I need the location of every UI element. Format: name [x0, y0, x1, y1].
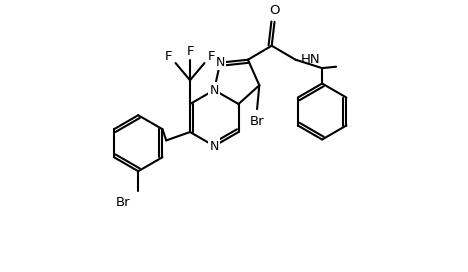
Text: N: N	[210, 140, 219, 153]
Text: Br: Br	[250, 115, 264, 128]
Text: Br: Br	[116, 196, 130, 209]
Text: F: F	[207, 50, 215, 63]
Text: F: F	[165, 50, 173, 63]
Text: N: N	[210, 84, 219, 97]
Text: F: F	[186, 45, 194, 58]
Text: N: N	[215, 56, 225, 69]
Text: HN: HN	[301, 53, 321, 66]
Text: O: O	[269, 4, 280, 17]
